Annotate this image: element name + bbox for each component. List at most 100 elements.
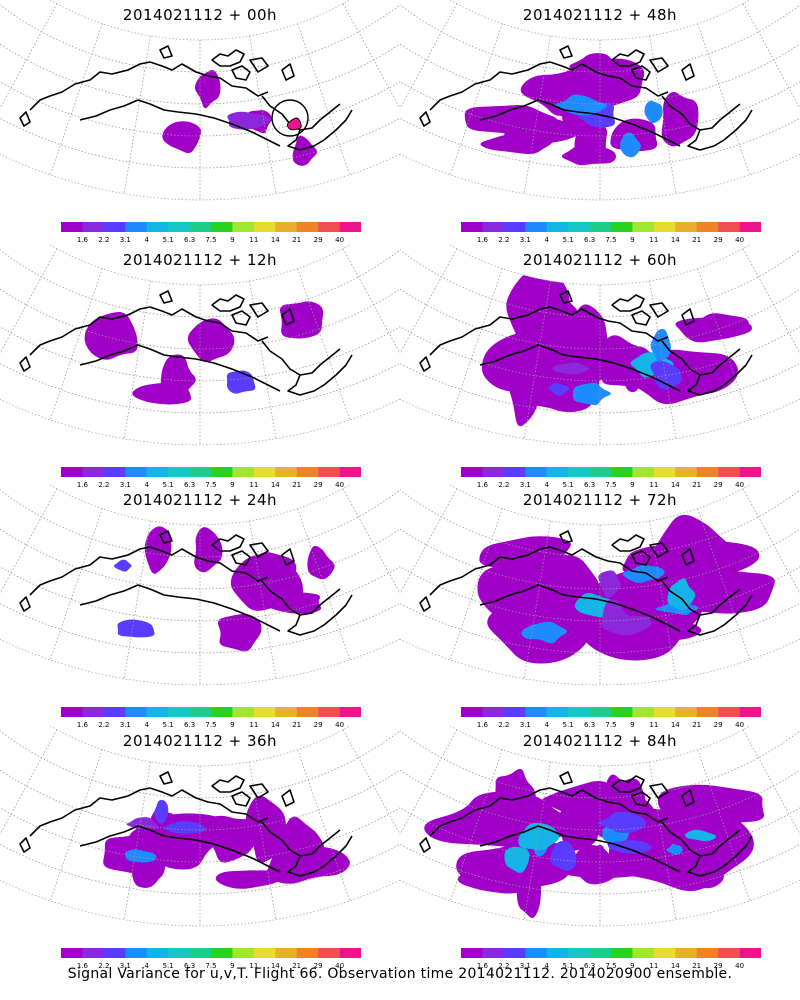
colorbar-segment	[675, 467, 698, 477]
island-outline	[19, 837, 31, 853]
colorbar	[461, 707, 761, 717]
colorbar-segment	[103, 222, 126, 232]
colorbar-tick-label: 21	[692, 962, 702, 970]
colorbar-tick-label: 7.5	[605, 962, 617, 970]
colorbar-segment	[253, 222, 276, 232]
coastline	[549, 306, 669, 342]
colorbar	[61, 467, 361, 477]
colorbar-segment	[653, 948, 676, 958]
colorbar-tick-label: 29	[713, 721, 723, 729]
coastline	[195, 598, 281, 632]
colorbar-segment	[568, 948, 590, 958]
coastline	[549, 546, 669, 582]
colorbar-segment	[296, 467, 319, 477]
longitude-line	[523, 35, 551, 194]
colorbar-tick-label: 29	[713, 236, 723, 244]
coastline	[687, 354, 753, 396]
longitude-line	[249, 35, 277, 194]
island-outline	[611, 534, 645, 552]
coastline	[29, 546, 151, 596]
colorbar-segment	[211, 467, 233, 477]
colorbar-segment	[125, 222, 148, 232]
colorbar-segment	[168, 467, 190, 477]
variance-field	[477, 514, 775, 664]
island-outline	[559, 771, 573, 785]
graticule	[0, 729, 400, 926]
colorbar-segment	[675, 948, 698, 958]
colorbar-segment	[611, 222, 633, 232]
colorbar-tick-label: 5.1	[162, 962, 174, 970]
colorbar-segment	[739, 467, 761, 477]
island-outline	[249, 783, 269, 799]
colorbar-segment	[503, 707, 526, 717]
coastlines	[419, 530, 753, 636]
colorbar-segment	[275, 707, 298, 717]
longitude-line	[249, 761, 277, 920]
longitude-line	[342, 729, 400, 836]
colorbar	[61, 222, 361, 232]
variance-blob	[598, 811, 647, 834]
coastline	[479, 99, 597, 121]
longitude-line	[449, 749, 503, 902]
coastline	[79, 825, 197, 847]
colorbar-tick-label: 3.1	[119, 236, 131, 244]
map-panel-36h: 2014021112 + 36h 1.6 2.2 3.1 4 5.1 6.3 7.5 9 11 1…	[0, 726, 400, 971]
variance-blob	[504, 846, 530, 873]
colorbar-tick-label: 2.2	[498, 721, 510, 729]
colorbar	[61, 707, 361, 717]
colorbar-segment	[546, 222, 569, 232]
colorbar-tick-label: 1.6	[476, 481, 488, 489]
variance-blob	[661, 91, 699, 147]
longitude-line	[697, 508, 751, 661]
colorbar-tick-label: 29	[313, 236, 323, 244]
variance-blob	[113, 559, 132, 572]
island-outline	[281, 63, 295, 81]
coastline	[429, 787, 551, 837]
island-outline	[211, 775, 245, 793]
colorbar-tick-label: 11	[249, 721, 259, 729]
colorbar-tick-label: 4	[544, 962, 549, 970]
colorbar-segment	[253, 707, 276, 717]
variance-blob	[550, 840, 577, 871]
colorbar-segment	[675, 222, 698, 232]
variance-field	[481, 269, 753, 427]
coastline	[595, 598, 681, 632]
variance-blob	[667, 578, 696, 611]
colorbar-segment	[253, 948, 276, 958]
coastline	[595, 113, 681, 147]
island-outline	[211, 294, 245, 312]
colorbar-segment	[611, 467, 633, 477]
island-outline	[19, 356, 31, 372]
variance-blob	[572, 382, 611, 406]
longitude-line	[123, 761, 151, 920]
colorbar-segment	[482, 707, 505, 717]
colorbar	[61, 948, 361, 958]
island-outline	[281, 789, 295, 807]
island-outline	[649, 542, 669, 558]
variance-blob	[132, 382, 192, 405]
colorbar-tick-label: 14	[670, 481, 680, 489]
colorbar-tick-label: 9	[630, 721, 635, 729]
latitude-line	[0, 843, 400, 895]
colorbar-segment	[675, 707, 698, 717]
colorbar-tick-label: 40	[335, 236, 345, 244]
coastline	[429, 61, 551, 111]
variance-blob	[600, 613, 652, 636]
colorbar-segment	[82, 467, 105, 477]
colorbar-segment	[568, 222, 590, 232]
longitude-line	[742, 3, 800, 110]
colorbar-segment	[482, 467, 505, 477]
colorbar-segment	[718, 467, 740, 477]
island-outline	[19, 111, 31, 127]
panel-title: 2014021112 + 48h	[522, 6, 678, 24]
colorbar-tick-label: 1.6	[76, 236, 88, 244]
colorbar-tick-label: 4	[144, 481, 149, 489]
longitude-line	[523, 280, 551, 439]
variance-blob	[675, 317, 753, 343]
longitude-line	[249, 520, 277, 679]
coastline	[195, 839, 281, 873]
colorbar-tick-label: 5.1	[562, 962, 574, 970]
colorbar-tick-label: 40	[335, 721, 345, 729]
colorbar-segment	[653, 467, 676, 477]
longitude-line	[49, 23, 103, 176]
